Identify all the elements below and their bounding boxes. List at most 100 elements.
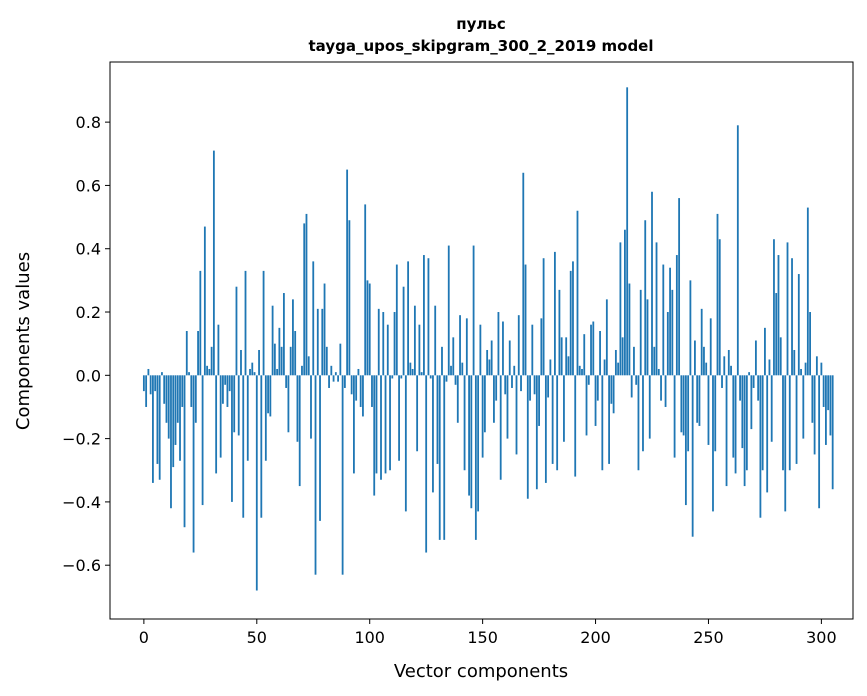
bar [696,375,699,423]
bar [269,375,272,417]
bar [626,87,629,376]
bar [375,375,378,474]
bar [718,239,721,376]
bar [190,375,193,407]
bar [603,359,606,376]
bar [732,375,735,458]
bar [152,375,154,483]
bar [244,270,247,376]
bar [456,375,459,423]
bar [416,375,419,452]
bar [201,375,204,506]
bar [386,324,389,376]
bar [402,286,405,376]
bar [716,213,719,376]
bar [400,375,403,379]
bar [240,349,242,376]
bar [486,349,489,376]
bar [563,375,565,442]
bar [420,372,423,376]
bar [605,299,608,376]
bar [183,375,186,528]
bar [639,289,642,376]
bar [156,375,159,464]
bar [280,346,283,376]
bar [445,375,448,382]
bar [192,375,195,553]
bar [357,368,360,376]
bar [203,226,206,376]
bar [226,375,229,407]
bar [572,261,574,376]
bar [567,356,570,376]
x-axis-label: Vector components [394,661,568,682]
bar [432,375,434,493]
bar [802,375,805,439]
x-tick-label: 150 [467,628,498,647]
bar [305,213,308,376]
bar [633,346,635,376]
y-tick-label: 0.8 [76,113,101,132]
bar [590,324,592,376]
bar [321,308,324,376]
bar [750,375,753,430]
bar [682,375,685,436]
bar [264,375,267,461]
bar [795,375,798,464]
bar [687,375,690,452]
bar [569,270,572,376]
bar [163,375,166,404]
bar [217,324,220,376]
bar [461,362,464,376]
bar [786,242,789,376]
y-tick-label: 0.0 [76,366,101,385]
bar [549,359,552,376]
bar [310,375,312,439]
bar [730,365,732,376]
bar [493,375,495,423]
bar [145,375,148,407]
bar [829,375,832,436]
bar [791,258,793,376]
bar [294,331,297,376]
bar [395,264,398,376]
bar [206,365,209,376]
bar [673,375,676,458]
bar [689,280,692,376]
bar [154,375,157,392]
bar [544,375,547,483]
bar [553,251,556,376]
bar [459,315,461,376]
bar [337,375,339,382]
bar [524,264,527,376]
bar [312,261,315,376]
bar [285,375,288,388]
bar [520,375,522,392]
bar [208,368,211,376]
bar [289,346,292,376]
bar [723,356,726,376]
bar [172,375,175,468]
bar [581,368,583,376]
bar [628,283,631,376]
bar [149,375,152,395]
bar [502,321,504,376]
bar [429,375,432,379]
bar [813,375,816,455]
y-tick-label: −0.4 [62,493,101,512]
bar [497,312,500,376]
bar [648,375,651,439]
bar [779,337,782,376]
bar [599,331,601,376]
bar [219,375,222,458]
y-axis-ticks: −0.6 −0.4 −0.2 0.0 0.2 0.4 0.6 0.8 [62,113,110,575]
bar [820,362,823,376]
bar [806,207,809,376]
bar [161,372,163,376]
bar [712,375,714,512]
y-tick-label: −0.2 [62,430,101,449]
bar [323,283,326,376]
bar [404,375,407,512]
y-axis-label: Components values [13,252,34,430]
bar [454,375,457,385]
